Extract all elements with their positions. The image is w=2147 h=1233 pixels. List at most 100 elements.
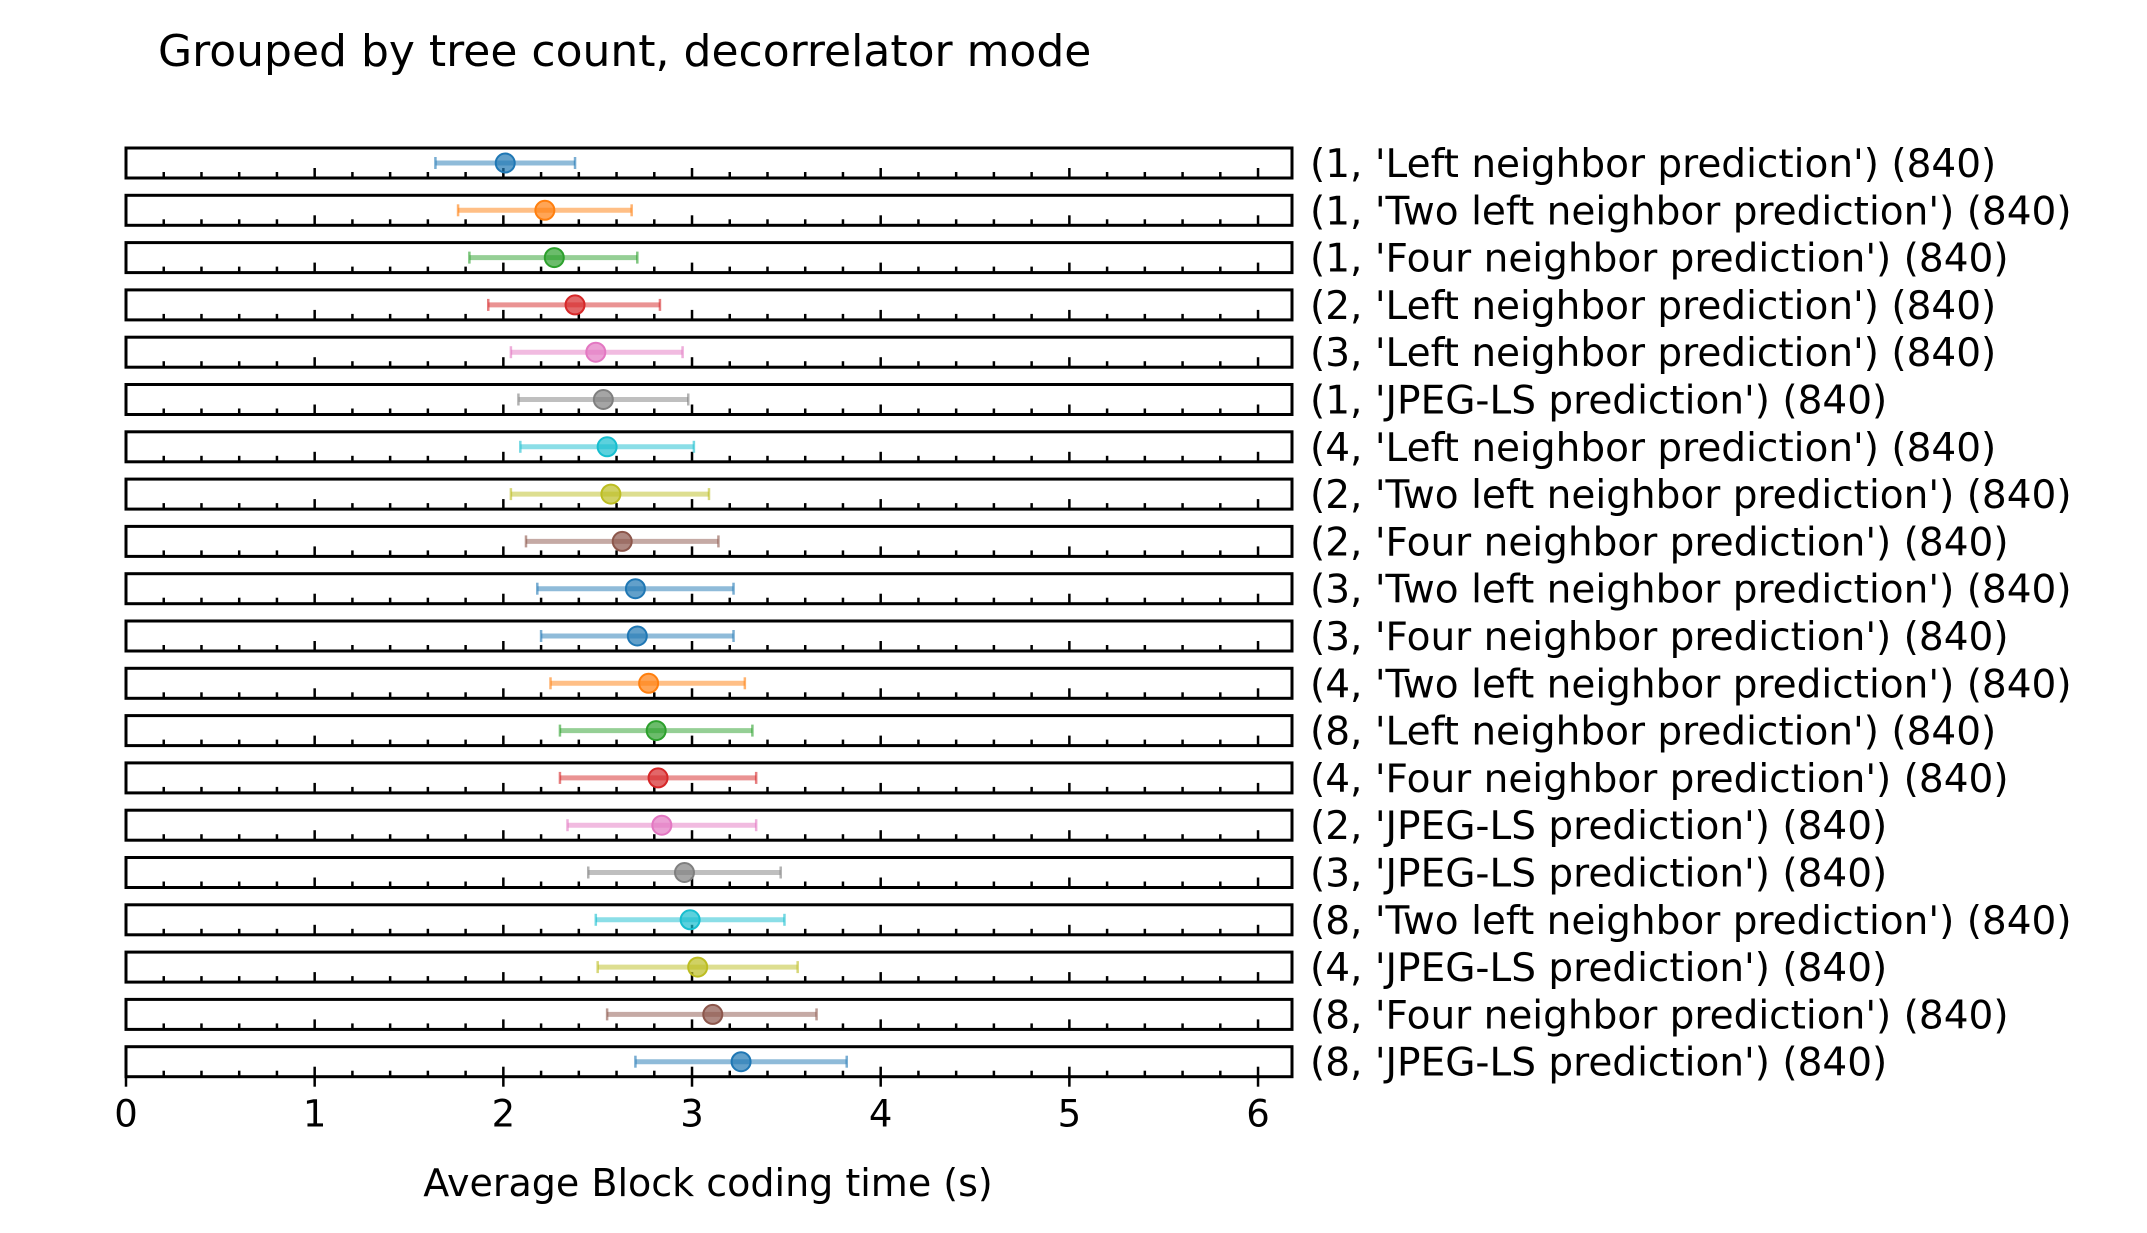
row-label: (8, 'Four neighbor prediction') (840)	[1310, 993, 2009, 1038]
row-ticks	[124, 168, 1260, 178]
mean-point	[611, 530, 633, 552]
row-3: (1, 'Four neighbor prediction') (840)	[124, 237, 2009, 282]
mean-point	[651, 814, 673, 836]
x-tick-label: 6	[1246, 1093, 1270, 1136]
row-13: (8, 'Left neighbor prediction') (840)	[124, 710, 1996, 755]
row-12: (4, 'Two left neighbor prediction') (840…	[124, 662, 2072, 707]
x-axis-label: Average Block coding time (s)	[423, 1161, 992, 1205]
row-label: (2, 'JPEG-LS prediction') (840)	[1310, 804, 1887, 849]
row-box	[124, 856, 1294, 889]
row-label: (2, 'Two left neighbor prediction') (840…	[1310, 473, 2072, 518]
mean-point	[673, 862, 695, 883]
row-8: (2, 'Two left neighbor prediction') (840…	[124, 473, 2072, 518]
row-19: (8, 'Four neighbor prediction') (840)	[124, 993, 2009, 1038]
row-label: (1, 'Four neighbor prediction') (840)	[1310, 237, 2009, 282]
mean-point	[592, 389, 614, 410]
row-16: (3, 'JPEG-LS prediction') (840)	[124, 852, 1887, 897]
row-5: (3, 'Left neighbor prediction') (840)	[124, 331, 1996, 376]
x-tick-label: 5	[1058, 1093, 1082, 1136]
row-label: (8, 'Two left neighbor prediction') (840…	[1310, 899, 2072, 944]
row-label: (4, 'JPEG-LS prediction') (840)	[1310, 946, 1887, 991]
row-ticks	[124, 309, 1260, 320]
row-14: (4, 'Four neighbor prediction') (840)	[124, 757, 2009, 802]
row-label: (3, 'Left neighbor prediction') (840)	[1310, 331, 1996, 376]
chart-title: Grouped by tree count, decorrelator mode	[158, 26, 1091, 77]
row-label: (3, 'Two left neighbor prediction') (840…	[1310, 568, 2072, 613]
x-tick-label: 3	[680, 1093, 704, 1136]
row-10: (3, 'Two left neighbor prediction') (840…	[124, 568, 2072, 613]
mean-point	[730, 1051, 752, 1073]
mean-point	[638, 672, 660, 694]
row-ticks	[124, 499, 1260, 510]
row-box	[124, 430, 1294, 464]
row-ticks	[124, 546, 1260, 557]
row-18: (4, 'JPEG-LS prediction') (840)	[124, 946, 1887, 991]
row-box	[124, 903, 1294, 937]
row-label: (1, 'Left neighbor prediction') (840)	[1310, 142, 1996, 187]
row-label: (1, 'Two left neighbor prediction') (840…	[1310, 189, 2072, 234]
row-label: (2, 'Left neighbor prediction') (840)	[1310, 284, 1996, 329]
row-box	[124, 193, 1294, 227]
row-20: (8, 'JPEG-LS prediction') (840)	[124, 1041, 1887, 1086]
row-box	[124, 335, 1294, 369]
row-box	[124, 714, 1294, 748]
x-tick-label: 4	[869, 1093, 893, 1136]
row-box	[124, 997, 1294, 1031]
row-box	[124, 1045, 1294, 1079]
row-box	[124, 524, 1294, 558]
row-label: (2, 'Four neighbor prediction') (840)	[1310, 520, 2009, 565]
row-box	[124, 572, 1294, 606]
mean-point	[679, 909, 701, 931]
row-ticks	[124, 451, 1260, 462]
row-label: (8, 'JPEG-LS prediction') (840)	[1310, 1041, 1887, 1086]
mean-point	[543, 247, 565, 269]
mean-point	[564, 294, 586, 316]
row-box	[124, 950, 1294, 984]
row-box	[124, 761, 1294, 795]
mean-point	[534, 199, 556, 221]
mean-point	[702, 1003, 724, 1025]
row-2: (1, 'Two left neighbor prediction') (840…	[124, 189, 2072, 234]
row-box	[124, 666, 1294, 700]
mean-point	[624, 578, 646, 600]
row-label: (3, 'JPEG-LS prediction') (840)	[1310, 852, 1887, 897]
row-15: (2, 'JPEG-LS prediction') (840)	[124, 804, 1887, 849]
row-ticks	[124, 357, 1260, 368]
row-box	[124, 146, 1294, 180]
mean-point	[647, 767, 669, 789]
row-ticks	[124, 830, 1260, 841]
row-label: (4, 'Two left neighbor prediction') (840…	[1310, 662, 2072, 707]
mean-point	[600, 483, 622, 505]
row-label: (1, 'JPEG-LS prediction') (840)	[1310, 379, 1887, 424]
x-tick-label: 0	[114, 1093, 138, 1136]
row-box	[124, 619, 1294, 653]
row-ticks	[124, 641, 1260, 651]
row-box	[124, 808, 1294, 842]
mean-point	[596, 436, 618, 458]
mean-point	[687, 956, 709, 978]
row-label: (4, 'Left neighbor prediction') (840)	[1310, 426, 1996, 471]
x-axis: 0 1 2 3 4 5 6	[114, 1076, 1270, 1136]
mean-point	[494, 152, 516, 174]
row-ticks	[124, 404, 1260, 415]
row-ticks	[124, 593, 1260, 604]
row-9: (2, 'Four neighbor prediction') (840)	[124, 520, 2009, 565]
row-ticks	[124, 877, 1260, 888]
row-6: (1, 'JPEG-LS prediction') (840)	[124, 379, 1887, 424]
row-ticks	[124, 782, 1260, 793]
row-17: (8, 'Two left neighbor prediction') (840…	[124, 899, 2072, 944]
row-box	[124, 288, 1294, 322]
row-11: (3, 'Four neighbor prediction') (840)	[124, 615, 2009, 660]
row-box	[124, 383, 1294, 416]
row-label: (4, 'Four neighbor prediction') (840)	[1310, 757, 2009, 802]
row-label: (3, 'Four neighbor prediction') (840)	[1310, 615, 2009, 660]
row-1: (1, 'Left neighbor prediction') (840)	[124, 142, 1996, 187]
row-ticks	[124, 688, 1260, 699]
row-ticks	[124, 924, 1260, 935]
mean-point	[626, 625, 648, 647]
row-4: (2, 'Left neighbor prediction') (840)	[124, 284, 1996, 329]
mean-point	[585, 341, 607, 363]
row-ticks	[124, 972, 1260, 983]
mean-point	[645, 720, 667, 742]
